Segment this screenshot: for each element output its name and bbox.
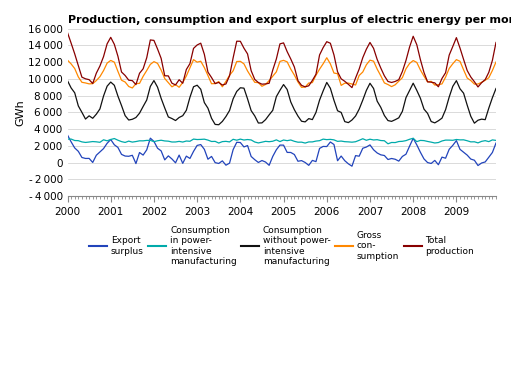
Text: Production, consumption and export surplus of electric energy per month. GWh: Production, consumption and export surpl…	[67, 15, 511, 25]
Legend: Export
surplus, Consumption
in power-
intensive
manufacturing, Consumption
witho: Export surplus, Consumption in power- in…	[89, 226, 474, 266]
Y-axis label: GWh: GWh	[15, 99, 25, 126]
